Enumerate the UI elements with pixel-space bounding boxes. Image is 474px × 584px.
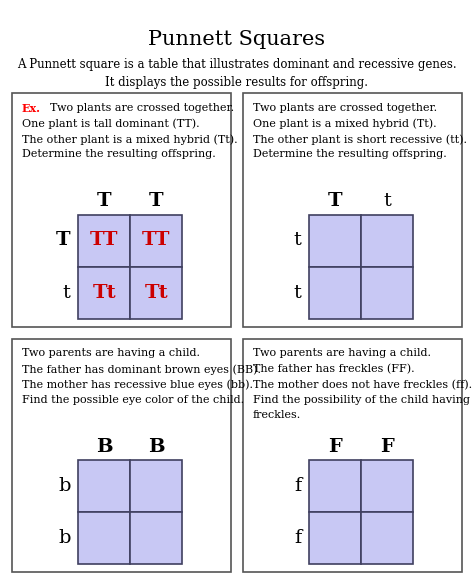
Bar	[12, 339, 231, 572]
Text: One plant is tall dominant (TT).: One plant is tall dominant (TT).	[22, 119, 200, 129]
Bar	[362, 512, 413, 564]
Text: B: B	[96, 438, 113, 456]
Text: F: F	[328, 438, 342, 456]
Text: Tt: Tt	[145, 283, 168, 301]
Text: B: B	[148, 438, 165, 456]
Bar	[310, 512, 362, 564]
Text: t: t	[293, 231, 301, 249]
Text: freckles.: freckles.	[253, 411, 301, 420]
Text: Two plants are crossed together.: Two plants are crossed together.	[50, 103, 234, 113]
Text: t: t	[63, 283, 71, 301]
Bar	[243, 93, 462, 326]
Text: Two plants are crossed together.: Two plants are crossed together.	[253, 103, 437, 113]
Text: t: t	[383, 193, 392, 210]
Bar	[79, 214, 130, 266]
Text: t: t	[293, 283, 301, 301]
Text: TT: TT	[90, 231, 119, 249]
Text: Ex.: Ex.	[22, 103, 41, 114]
Text: A Punnett square is a table that illustrates dominant and recessive genes.: A Punnett square is a table that illustr…	[17, 58, 457, 71]
Text: Two parents are having a child.: Two parents are having a child.	[22, 349, 200, 359]
Text: Determine the resulting offspring.: Determine the resulting offspring.	[253, 150, 447, 159]
Text: T: T	[56, 231, 71, 249]
Bar	[79, 266, 130, 318]
Bar	[130, 460, 182, 512]
Text: Punnett Squares: Punnett Squares	[148, 30, 326, 49]
Bar	[12, 93, 231, 326]
Text: b: b	[58, 529, 71, 547]
Bar	[310, 460, 362, 512]
Text: f: f	[294, 477, 301, 495]
Bar	[79, 460, 130, 512]
Text: Two parents are having a child.: Two parents are having a child.	[253, 349, 431, 359]
Bar	[362, 460, 413, 512]
Text: Tt: Tt	[93, 283, 116, 301]
Text: TT: TT	[142, 231, 171, 249]
Text: T: T	[328, 193, 343, 210]
Bar	[310, 266, 362, 318]
Text: The other plant is short recessive (tt).: The other plant is short recessive (tt).	[253, 134, 467, 145]
Text: It displays the possible results for offspring.: It displays the possible results for off…	[106, 76, 368, 89]
Text: The mother does not have freckles (ff).: The mother does not have freckles (ff).	[253, 380, 472, 390]
Text: T: T	[149, 193, 164, 210]
Text: One plant is a mixed hybrid (Tt).: One plant is a mixed hybrid (Tt).	[253, 119, 437, 129]
Text: The father has freckles (FF).: The father has freckles (FF).	[253, 364, 415, 374]
Bar	[362, 266, 413, 318]
Text: F: F	[381, 438, 394, 456]
Text: b: b	[58, 477, 71, 495]
Text: Find the possibility of the child having: Find the possibility of the child having	[253, 395, 470, 405]
Bar	[362, 214, 413, 266]
Bar	[310, 214, 362, 266]
Bar	[243, 339, 462, 572]
Text: The father has dominant brown eyes (BB).: The father has dominant brown eyes (BB).	[22, 364, 261, 374]
Text: Determine the resulting offspring.: Determine the resulting offspring.	[22, 150, 216, 159]
Text: The other plant is a mixed hybrid (Tt).: The other plant is a mixed hybrid (Tt).	[22, 134, 237, 145]
Text: The mother has recessive blue eyes (bb).: The mother has recessive blue eyes (bb).	[22, 380, 253, 390]
Bar	[130, 512, 182, 564]
Text: T: T	[97, 193, 112, 210]
Text: Find the possible eye color of the child.: Find the possible eye color of the child…	[22, 395, 244, 405]
Bar	[79, 512, 130, 564]
Bar	[130, 214, 182, 266]
Text: f: f	[294, 529, 301, 547]
Bar	[130, 266, 182, 318]
